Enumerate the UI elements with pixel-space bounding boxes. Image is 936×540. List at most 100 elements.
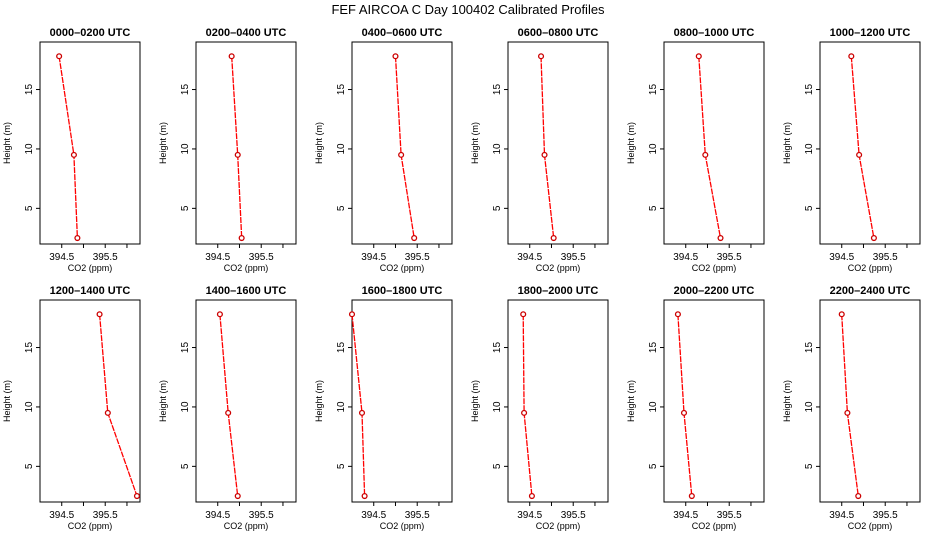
x-tick-label: 394.5	[829, 252, 854, 263]
y-tick-label: 10	[648, 143, 659, 155]
x-tick-label: 394.5	[517, 510, 542, 521]
co2-profile-line	[850, 56, 875, 239]
y-tick-label: 10	[180, 401, 191, 413]
profile-panel: 2200–2400 UTC 394.5 395.5 5 10 15 CO2 (ppm) Hei…	[782, 285, 921, 531]
co2-data-point	[680, 409, 688, 416]
co2-data-point	[216, 311, 223, 318]
profile-panel: 0600–0800 UTC 394.5 395.5 5 10 15 CO2 (ppm) Hei…	[470, 27, 609, 273]
co2-data-point	[695, 53, 702, 60]
x-tick-label: 394.5	[517, 252, 542, 263]
x-tick-label: 394.5	[361, 252, 386, 263]
x-tick-label: 395.5	[561, 510, 586, 521]
profile-panel: 0400–0600 UTC 394.5 395.5 5 10 15 CO2 (ppm) Hei…	[314, 27, 453, 273]
profile-panel: 1200–1400 UTC 394.5 395.5 5 10 15 CO2 (ppm) Hei…	[2, 285, 141, 531]
x-tick-label: 394.5	[205, 252, 230, 263]
co2-data-point	[392, 53, 399, 60]
co2-data-point	[520, 311, 527, 318]
co2-data-point	[238, 235, 245, 242]
x-axis-label: CO2 (ppm)	[848, 521, 893, 531]
y-tick-label: 10	[336, 143, 347, 155]
y-axis-label: Height (m)	[626, 380, 636, 422]
x-tick-label: 395.5	[405, 510, 430, 521]
y-tick-label: 5	[804, 463, 815, 469]
y-tick-label: 5	[336, 205, 347, 211]
co2-data-point	[844, 409, 851, 416]
y-tick-label: 5	[492, 205, 503, 211]
y-tick-label: 15	[180, 342, 191, 354]
y-tick-label: 5	[648, 205, 659, 211]
panel-title: 1200–1400 UTC	[50, 285, 131, 297]
y-tick-label: 15	[804, 342, 815, 354]
profile-panel: 1600–1800 UTC 394.5 395.5 5 10 15 CO2 (ppm) Hei…	[314, 285, 453, 531]
co2-profile-line	[698, 56, 722, 239]
co2-data-point	[537, 53, 545, 60]
profile-panel: 0800–1000 UTC 394.5 395.5 5 10 15 CO2 (ppm) Hei…	[626, 27, 765, 273]
panel-title: 1000–1200 UTC	[830, 27, 911, 39]
y-tick-label: 10	[24, 401, 35, 413]
y-tick-label: 10	[492, 143, 503, 155]
x-tick-label: 395.5	[717, 510, 742, 521]
y-tick-label: 10	[648, 401, 659, 413]
y-axis-label: Height (m)	[470, 380, 480, 422]
co2-data-point	[133, 493, 141, 500]
x-tick-label: 394.5	[673, 510, 698, 521]
plot-frame	[663, 41, 765, 245]
plot-frame	[195, 299, 297, 503]
co2-profile-line	[677, 314, 693, 497]
y-tick-label: 10	[180, 143, 191, 155]
co2-data-point	[838, 311, 845, 318]
co2-data-point	[541, 151, 548, 158]
co2-data-point	[56, 53, 63, 60]
co2-data-point	[96, 311, 103, 318]
x-tick-label: 395.5	[405, 252, 430, 263]
x-tick-label: 395.5	[561, 252, 586, 263]
plot-frame	[351, 41, 453, 245]
x-axis-label: CO2 (ppm)	[848, 263, 893, 273]
profile-panel: 0200–0400 UTC 394.5 395.5 5 10 15 CO2 (ppm) Hei…	[158, 27, 297, 273]
y-axis-label: Height (m)	[158, 380, 168, 422]
y-axis-label: Height (m)	[314, 122, 324, 164]
co2-profile-line	[522, 314, 533, 497]
panel-title: 0400–0600 UTC	[362, 27, 443, 39]
co2-data-point	[74, 235, 81, 242]
profile-panel: 1800–2000 UTC 394.5 395.5 5 10 15 CO2 (ppm) Hei…	[470, 285, 609, 531]
panel-grid: 0000–0200 UTC 394.5 395.5 5 10 15 CO2 (ppm) Hei…	[2, 27, 921, 531]
y-axis-label: Height (m)	[158, 122, 168, 164]
x-axis-label: CO2 (ppm)	[380, 521, 425, 531]
x-tick-label: 394.5	[829, 510, 854, 521]
x-axis-label: CO2 (ppm)	[68, 521, 113, 531]
x-tick-label: 394.5	[673, 252, 698, 263]
profile-panel: 1400–1600 UTC 394.5 395.5 5 10 15 CO2 (ppm) Hei…	[158, 285, 297, 531]
co2-data-point	[848, 53, 855, 60]
x-tick-label: 394.5	[49, 252, 74, 263]
co2-data-point	[234, 493, 241, 500]
co2-data-point	[225, 409, 232, 416]
co2-data-point	[234, 151, 241, 158]
co2-profile-line	[540, 56, 555, 239]
y-tick-label: 15	[24, 342, 35, 354]
co2-data-point	[688, 493, 695, 500]
co2-data-point	[856, 151, 863, 158]
y-tick-label: 10	[804, 143, 815, 155]
plot-frame	[507, 41, 609, 245]
y-tick-label: 15	[336, 342, 347, 354]
y-tick-label: 5	[180, 205, 191, 211]
x-axis-label: CO2 (ppm)	[692, 263, 737, 273]
y-tick-label: 10	[24, 143, 35, 155]
panel-title: 0600–0800 UTC	[518, 27, 599, 39]
co2-profile-line	[231, 56, 243, 239]
x-tick-label: 395.5	[873, 252, 898, 263]
y-tick-label: 5	[24, 205, 35, 211]
co2-profile-line	[58, 56, 79, 239]
y-tick-label: 5	[804, 205, 815, 211]
x-tick-label: 394.5	[205, 510, 230, 521]
co2-data-point	[855, 493, 862, 500]
plot-frame	[39, 299, 141, 503]
x-tick-label: 395.5	[873, 510, 898, 521]
plot-frame	[663, 299, 765, 503]
y-axis-label: Height (m)	[314, 380, 324, 422]
y-tick-label: 15	[180, 84, 191, 96]
y-tick-label: 15	[492, 342, 503, 354]
co2-profile-line	[394, 56, 415, 239]
